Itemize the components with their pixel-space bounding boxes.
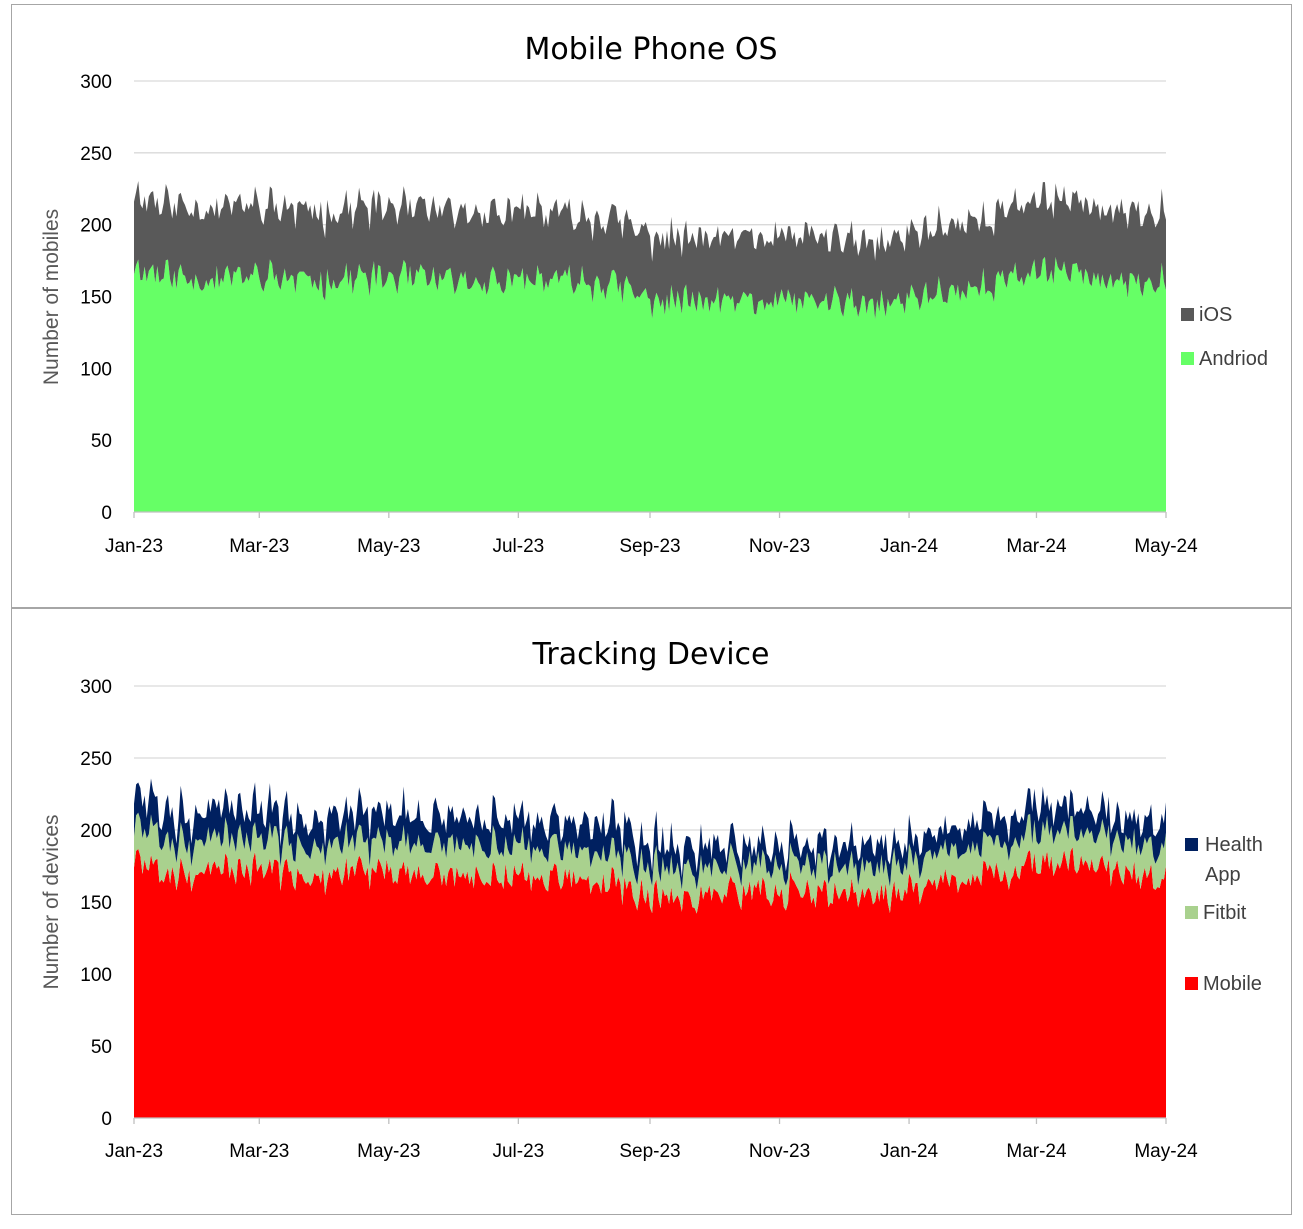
y-tick-label: 250 xyxy=(80,144,112,165)
y-tick-label: 100 xyxy=(80,359,112,380)
series-area-health-app xyxy=(134,778,1166,890)
series-area-andriod xyxy=(134,256,1166,512)
x-tick-label: Nov-23 xyxy=(749,1141,810,1162)
x-tick-label: Mar-24 xyxy=(1006,1141,1067,1162)
x-tick-label: May-23 xyxy=(357,1141,420,1162)
y-tick-label: 200 xyxy=(80,821,112,842)
x-tick-label: May-23 xyxy=(357,536,420,557)
legend-swatch xyxy=(1185,906,1198,919)
y-tick-label: 100 xyxy=(80,965,112,986)
y-tick-label: 200 xyxy=(80,216,112,237)
legend-swatch xyxy=(1181,308,1194,321)
x-tick-label: Mar-23 xyxy=(229,1141,289,1162)
series-area-mobile xyxy=(134,846,1166,1118)
legend-label: Fitbit xyxy=(1203,902,1247,924)
legend-swatch xyxy=(1181,352,1194,365)
x-tick-label: Jan-23 xyxy=(105,536,163,557)
x-tick-label: Mar-24 xyxy=(1006,536,1067,557)
legend: iOS Andriod xyxy=(1181,304,1268,370)
legend-label: Health xyxy=(1205,834,1263,856)
y-tick-label: 50 xyxy=(91,431,112,452)
x-tick-label: Mar-23 xyxy=(229,536,289,557)
chart-title: Mobile Phone OS xyxy=(524,32,777,67)
y-tick-label: 250 xyxy=(80,749,112,770)
x-tick-label: Sep-23 xyxy=(619,1141,680,1162)
x-tick-label: Jan-23 xyxy=(105,1141,163,1162)
x-tick-label: Jul-23 xyxy=(492,1141,544,1162)
stacked-areas xyxy=(134,778,1166,1118)
legend-swatch xyxy=(1185,977,1198,990)
legend-swatch xyxy=(1185,838,1198,851)
x-tick-label: Sep-23 xyxy=(619,536,680,557)
legend-label: Andriod xyxy=(1199,348,1268,370)
x-tick-label: May-24 xyxy=(1134,536,1198,557)
y-tick-label: 300 xyxy=(80,72,112,93)
y-tick-label: 0 xyxy=(101,503,112,524)
y-tick-label: 50 xyxy=(91,1037,112,1058)
legend-label-line2: App xyxy=(1205,864,1241,886)
y-axis-label: Number of devices xyxy=(40,814,63,989)
x-tick-label: Jan-24 xyxy=(880,1141,939,1162)
x-tick-label: Jul-23 xyxy=(492,536,544,557)
x-tick-label: Jan-24 xyxy=(880,536,939,557)
chart-title: Tracking Device xyxy=(531,637,769,672)
y-axis-label: Number of mobiles xyxy=(40,209,63,385)
y-tick-label: 150 xyxy=(80,288,112,309)
y-tick-label: 0 xyxy=(101,1109,112,1130)
legend: Health App Fitbit Mobile xyxy=(1185,834,1263,995)
x-tick-label: Nov-23 xyxy=(749,536,810,557)
y-tick-label: 150 xyxy=(80,893,112,914)
stacked-areas xyxy=(134,181,1166,512)
y-tick-label: 300 xyxy=(80,677,112,698)
x-tick-label: May-24 xyxy=(1134,1141,1198,1162)
series-area-fitbit xyxy=(134,812,1166,914)
series-area-ios xyxy=(134,181,1166,320)
legend-label: iOS xyxy=(1199,304,1232,326)
legend-label: Mobile xyxy=(1203,973,1262,995)
